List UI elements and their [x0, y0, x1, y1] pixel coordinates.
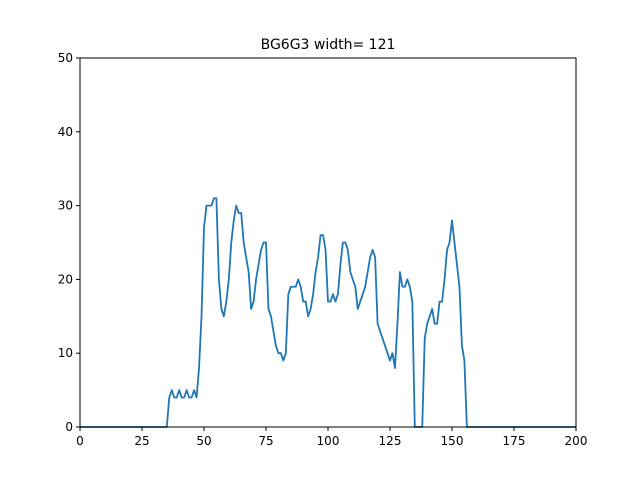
x-tick-label: 175	[503, 434, 526, 448]
series-line-0	[80, 197, 576, 428]
y-tick-label: 10	[58, 346, 73, 360]
y-tick-label: 30	[58, 199, 73, 213]
x-axis: 0 25 50 75 100 125 150 175 200	[76, 427, 587, 448]
plot-area	[80, 197, 576, 428]
y-tick-label: 0	[65, 420, 73, 434]
x-tick-label: 200	[565, 434, 588, 448]
x-tick-label: 25	[134, 434, 149, 448]
x-tick-label: 50	[196, 434, 211, 448]
chart-title: BG6G3 width= 121	[261, 37, 396, 53]
x-tick-label: 125	[379, 434, 402, 448]
y-axis: 0 10 20 30 40 50	[58, 51, 80, 434]
x-tick-label: 75	[258, 434, 273, 448]
x-tick-label: 100	[317, 434, 340, 448]
y-tick-label: 40	[58, 125, 73, 139]
x-tick-label: 0	[76, 434, 84, 448]
x-tick-label: 150	[441, 434, 464, 448]
y-tick-label: 20	[58, 272, 73, 286]
plot-frame	[79, 57, 577, 428]
y-tick-label: 50	[58, 51, 73, 65]
